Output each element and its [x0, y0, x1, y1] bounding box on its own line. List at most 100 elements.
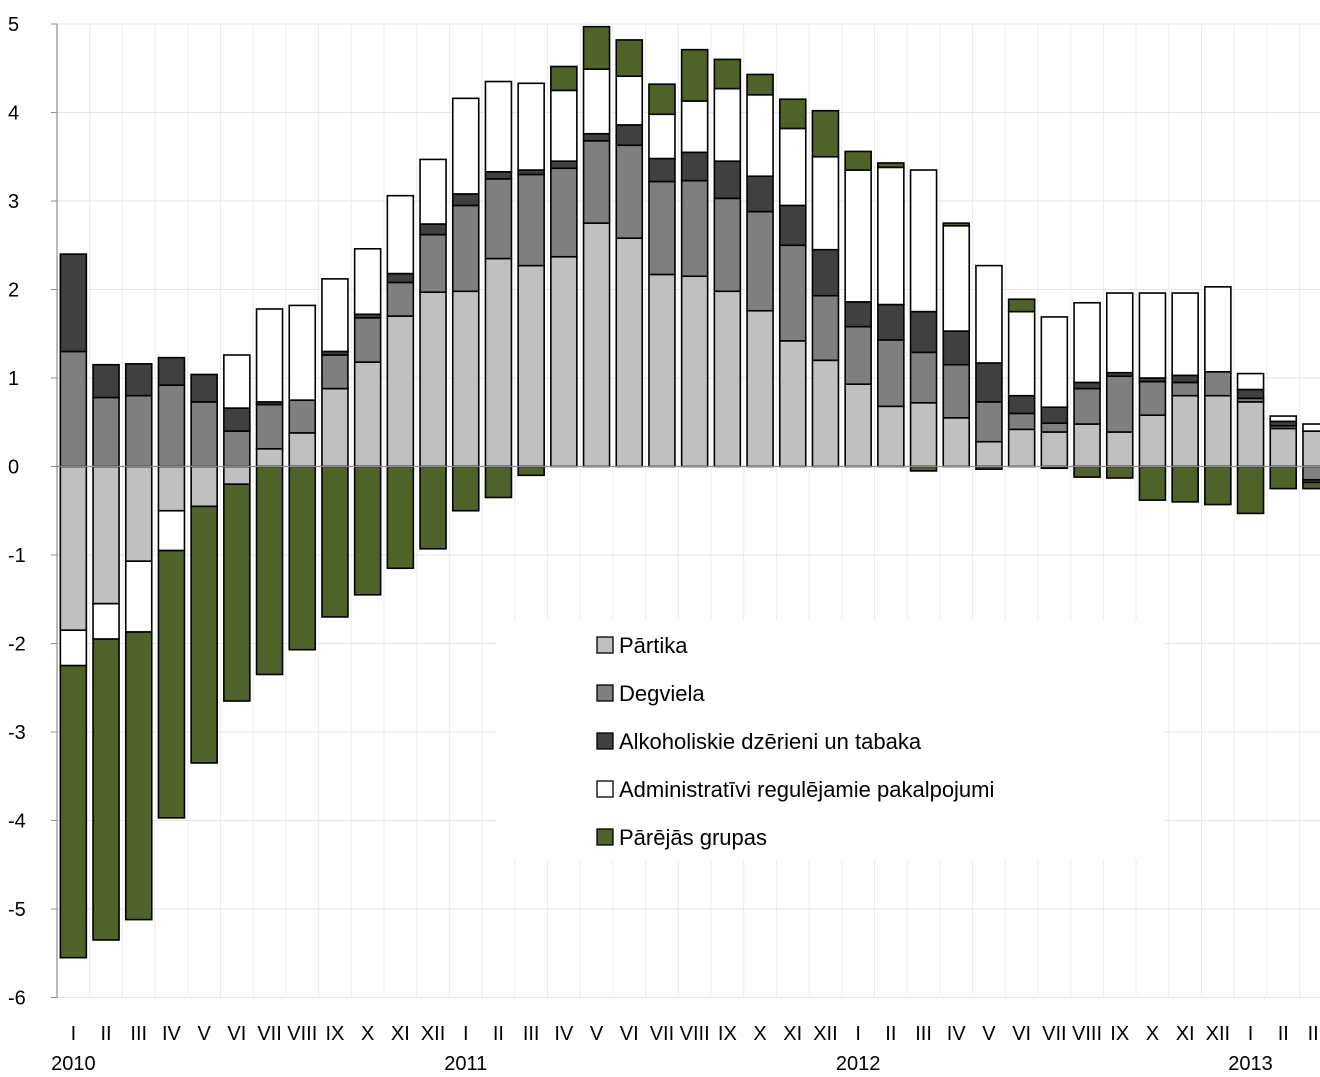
bar-segment: [92, 602, 120, 640]
bar-segment: [451, 97, 480, 195]
bar-segment: [1040, 422, 1069, 433]
x-tick-label: IV: [554, 1023, 574, 1045]
x-tick-label: VI: [1012, 1023, 1031, 1045]
x-tick-label: II: [885, 1023, 896, 1045]
x-tick-label: VI: [227, 1023, 246, 1045]
y-tick-label: 5: [8, 14, 19, 36]
bar-segment: [615, 39, 644, 78]
x-tick-label: XI: [783, 1023, 802, 1045]
bar-segment: [648, 157, 676, 183]
x-year-label: 2013: [1228, 1053, 1273, 1075]
bar-segment: [680, 275, 709, 468]
bar-segment: [1236, 465, 1265, 515]
bar-segment: [419, 158, 447, 225]
bar-segment: [1269, 415, 1298, 423]
legend-swatch: [596, 828, 614, 846]
x-tick-label: VIII: [287, 1023, 317, 1045]
x-tick-label: VI: [620, 1023, 639, 1045]
y-axis-ticks: 5 4 3 2 1 0 -1 -2 -3 -4 -5 -6: [8, 14, 26, 1010]
bar-segment: [288, 399, 317, 434]
bar-segment: [223, 354, 251, 409]
bar-segment: [1236, 401, 1265, 468]
bar-segment: [680, 179, 709, 278]
bar-segment: [550, 167, 578, 258]
bar-segment: [550, 89, 578, 162]
bar-segment: [1105, 431, 1134, 468]
bar-segment: [419, 465, 447, 550]
x-tick-label: II: [493, 1023, 504, 1045]
legend-label: Pārtika: [619, 633, 688, 658]
bar-segment: [746, 210, 774, 312]
x-year-label: 2011: [444, 1053, 487, 1075]
bar-segment: [419, 233, 447, 293]
bar-segment: [877, 303, 905, 341]
bar-segment: [909, 351, 938, 404]
x-tick-label: I: [463, 1023, 469, 1045]
bar-segment: [1204, 371, 1232, 397]
bar-segment: [386, 465, 415, 570]
bar-segment: [157, 465, 186, 512]
x-tick-label: II: [1278, 1023, 1289, 1045]
bar-segment: [582, 25, 611, 70]
bar-segment: [321, 354, 349, 390]
bar-segment: [484, 465, 513, 499]
x-tick-label: VIII: [1072, 1023, 1102, 1045]
bar-segment: [321, 278, 349, 353]
bar-segment: [844, 150, 872, 171]
legend-label: Pārējās grupas: [619, 825, 767, 850]
axes: [51, 23, 1320, 998]
bar-segment: [223, 407, 251, 432]
bar-segment: [386, 272, 415, 284]
bar-segment: [255, 447, 284, 468]
x-tick-label: XII: [1206, 1023, 1230, 1045]
bar-segment: [975, 401, 1003, 443]
bar-segment: [844, 383, 872, 468]
bar-segment: [1302, 423, 1320, 432]
bar-segment: [451, 193, 480, 207]
bar-segment: [942, 417, 971, 468]
bar-segment: [1040, 316, 1069, 409]
bar-segment: [157, 356, 186, 386]
x-tick-label: IX: [1110, 1023, 1129, 1045]
x-tick-label: VIII: [680, 1023, 710, 1045]
bar-segment: [1138, 292, 1167, 379]
x-tick-label: V: [590, 1023, 604, 1045]
bar-segment: [124, 560, 153, 633]
bar-segment: [190, 505, 218, 764]
bar-segment: [680, 100, 709, 154]
bar-segment: [223, 483, 251, 702]
bar-segment: [190, 373, 218, 403]
x-tick-label: X: [753, 1023, 766, 1045]
y-tick-label: -5: [8, 899, 26, 921]
bar-segment: [615, 75, 644, 126]
bar-segment: [288, 304, 317, 401]
x-tick-label: IV: [947, 1023, 967, 1045]
bar-segment: [59, 465, 88, 632]
bar-segment: [1007, 298, 1036, 313]
bar-segment: [517, 465, 545, 477]
bar-segment: [1040, 406, 1069, 424]
bar-segment: [59, 664, 88, 959]
x-tick-label: VII: [257, 1023, 281, 1045]
x-tick-label: III: [915, 1023, 932, 1045]
bar-segment: [92, 638, 120, 941]
bar-segment: [746, 175, 774, 213]
bar-segment: [190, 401, 218, 468]
bar-segment: [844, 169, 872, 303]
legend-swatch: [596, 684, 614, 702]
legend-label: Alkoholiskie dzērieni un tabaka: [619, 729, 922, 754]
x-tick-label: VII: [650, 1023, 674, 1045]
bar-segment: [648, 83, 676, 116]
bar-segment: [321, 465, 349, 618]
bar-segment: [648, 113, 676, 160]
bar-segment: [844, 301, 872, 328]
bar-segment: [223, 465, 251, 486]
bar-segment: [1269, 465, 1298, 490]
bar-segment: [1007, 310, 1036, 397]
bar-segment: [975, 264, 1003, 364]
bar-segment: [451, 465, 480, 512]
bar-segment: [1138, 465, 1167, 501]
x-tick-label: II: [100, 1023, 111, 1045]
x-tick-label: XI: [391, 1023, 410, 1045]
bar-segment: [92, 363, 120, 399]
